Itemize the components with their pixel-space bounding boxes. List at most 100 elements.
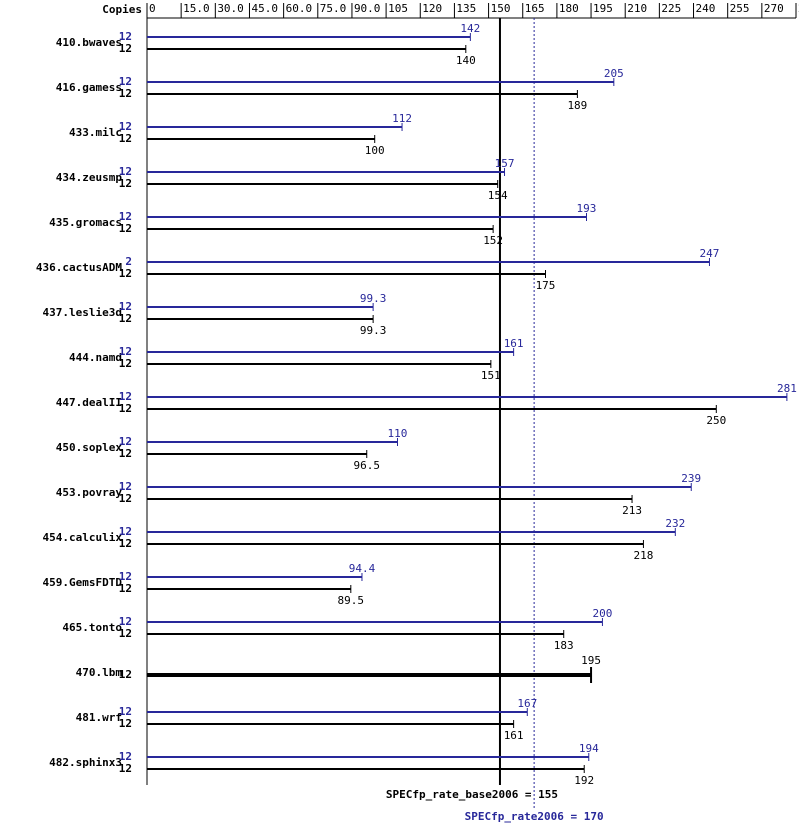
category-label: 410.bwaves — [56, 36, 122, 49]
copies-label: 12 — [119, 705, 132, 718]
x-tick-label: 135 — [456, 2, 476, 15]
copies-label: 12 — [119, 750, 132, 763]
value-label: 154 — [488, 189, 508, 202]
value-label: 142 — [460, 22, 480, 35]
value-label: 250 — [706, 414, 726, 427]
x-tick-label: 195 — [593, 2, 613, 15]
x-tick-label: 150 — [491, 2, 511, 15]
x-tick-label: 210 — [627, 2, 647, 15]
value-label: 239 — [681, 472, 701, 485]
copies-label: 12 — [119, 75, 132, 88]
value-label: 99.3 — [360, 292, 387, 305]
x-tick-label: 255 — [730, 2, 750, 15]
copies-label: 2 — [125, 255, 132, 268]
value-label: 192 — [574, 774, 594, 787]
category-label: 470.lbm — [76, 666, 123, 679]
copies-label: 12 — [119, 165, 132, 178]
category-label: 435.gromacs — [49, 216, 122, 229]
copies-label: 12 — [119, 615, 132, 628]
category-label: 436.cactusADM — [36, 261, 122, 274]
value-label: 99.3 — [360, 324, 387, 337]
value-label: 183 — [554, 639, 574, 652]
x-tick-label: 120 — [422, 2, 442, 15]
copies-label: 12 — [119, 435, 132, 448]
copies-header: Copies — [102, 3, 142, 16]
category-label: 453.povray — [56, 486, 123, 499]
copies-label: 12 — [119, 525, 132, 538]
category-label: 434.zeusmp — [56, 171, 123, 184]
x-tick-label: 75.0 — [320, 2, 347, 15]
copies-label: 12 — [119, 357, 132, 370]
value-label: 161 — [504, 337, 524, 350]
value-label: 247 — [700, 247, 720, 260]
value-label: 193 — [577, 202, 597, 215]
x-tick-label: 240 — [696, 2, 716, 15]
value-label: 151 — [481, 369, 501, 382]
x-tick-label: 30.0 — [217, 2, 244, 15]
copies-label: 12 — [119, 177, 132, 190]
value-label: 167 — [517, 697, 537, 710]
value-label: 100 — [365, 144, 385, 157]
copies-label: 12 — [119, 345, 132, 358]
copies-label: 12 — [119, 87, 132, 100]
value-label: 189 — [567, 99, 587, 112]
copies-label: 12 — [119, 582, 132, 595]
copies-label: 12 — [119, 762, 132, 775]
category-label: 433.milc — [69, 126, 122, 139]
copies-label: 12 — [119, 132, 132, 145]
category-label: 447.dealII — [56, 396, 122, 409]
reference-label: SPECfp_rate2006 = 170 — [465, 810, 604, 823]
x-tick-label: 0 — [149, 2, 156, 15]
copies-label: 12 — [119, 210, 132, 223]
copies-label: 12 — [119, 717, 132, 730]
copies-label: 12 — [119, 300, 132, 313]
copies-label: 12 — [119, 627, 132, 640]
category-label: 444.namd — [69, 351, 122, 364]
value-label: 205 — [604, 67, 624, 80]
copies-label: 12 — [119, 668, 132, 681]
category-label: 459.GemsFDTD — [43, 576, 123, 589]
value-label: 161 — [504, 729, 524, 742]
category-label: 450.soplex — [56, 441, 123, 454]
copies-label: 12 — [119, 120, 132, 133]
value-label: 157 — [495, 157, 515, 170]
copies-label: 12 — [119, 30, 132, 43]
value-label: 213 — [622, 504, 642, 517]
category-label: 454.calculix — [43, 531, 123, 544]
x-tick-label: 90.0 — [354, 2, 381, 15]
value-label: 281 — [777, 382, 797, 395]
value-label: 94.4 — [349, 562, 376, 575]
category-label: 465.tonto — [62, 621, 122, 634]
value-label: 218 — [633, 549, 653, 562]
x-tick-label: 15.0 — [183, 2, 210, 15]
value-label: 232 — [665, 517, 685, 530]
value-label: 175 — [536, 279, 556, 292]
x-tick-label: 225 — [661, 2, 681, 15]
copies-label: 12 — [119, 312, 132, 325]
copies-label: 12 — [119, 267, 132, 280]
copies-label: 12 — [119, 402, 132, 415]
copies-label: 12 — [119, 537, 132, 550]
value-label: 96.5 — [353, 459, 380, 472]
copies-label: 12 — [119, 447, 132, 460]
value-label: 110 — [388, 427, 408, 440]
x-tick-label: 45.0 — [251, 2, 278, 15]
category-label: 482.sphinx3 — [49, 756, 122, 769]
x-tick-label: 165 — [525, 2, 545, 15]
x-tick-label: 105 — [388, 2, 408, 15]
copies-label: 12 — [119, 390, 132, 403]
category-label: 481.wrf — [76, 711, 122, 724]
value-label: 194 — [579, 742, 599, 755]
copies-label: 12 — [119, 42, 132, 55]
value-label: 200 — [593, 607, 613, 620]
copies-label: 12 — [119, 480, 132, 493]
x-tick-label: 270 — [764, 2, 784, 15]
copies-label: 12 — [119, 492, 132, 505]
reference-label: SPECfp_rate_base2006 = 155 — [386, 788, 558, 801]
copies-label: 12 — [119, 222, 132, 235]
x-tick-label: 60.0 — [286, 2, 313, 15]
value-label: 89.5 — [338, 594, 365, 607]
x-tick-label: 180 — [559, 2, 579, 15]
